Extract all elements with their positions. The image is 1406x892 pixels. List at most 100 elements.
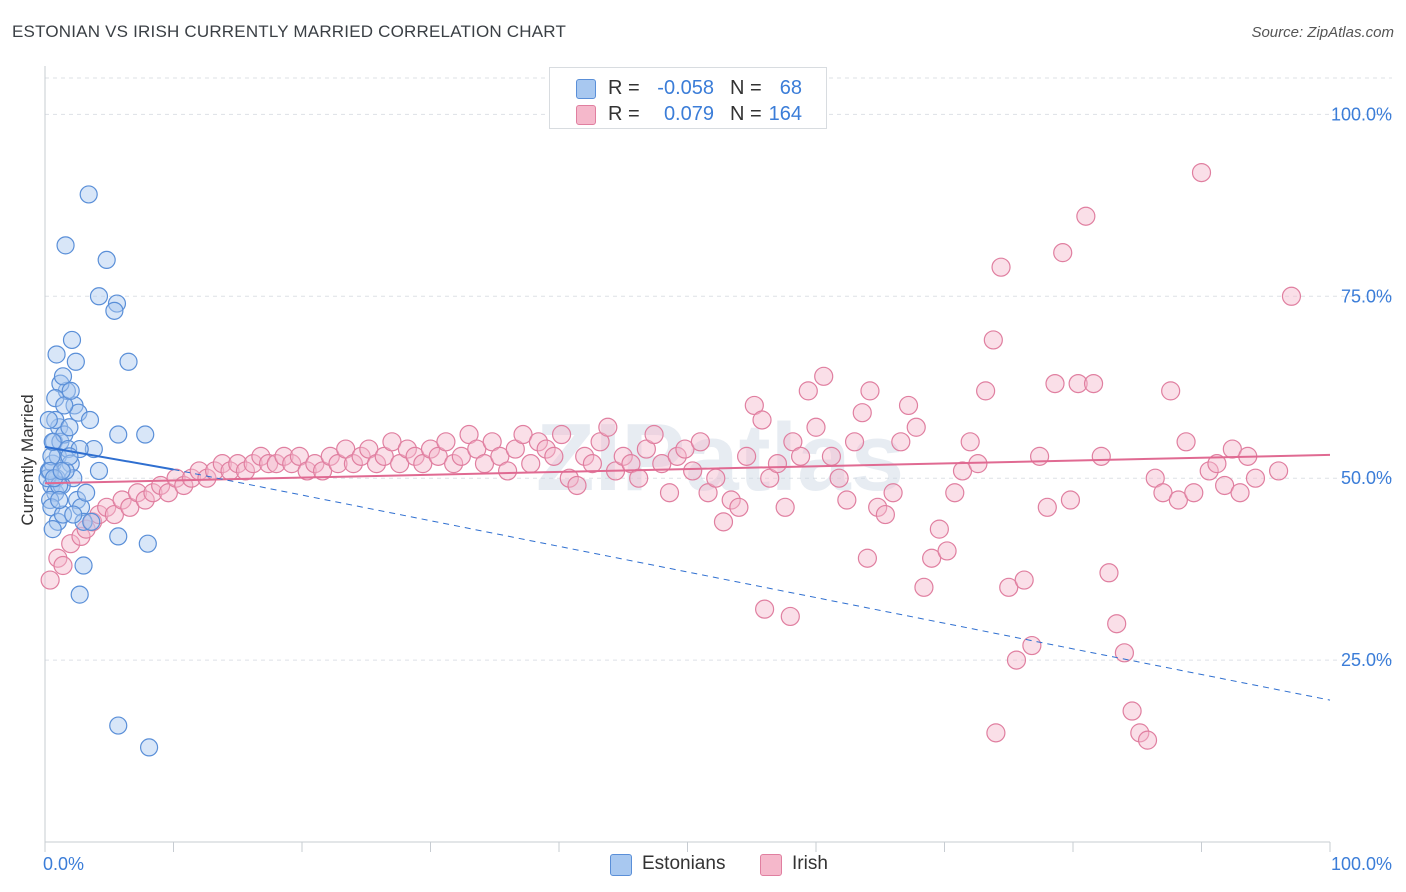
legend-r-label: R =	[608, 103, 640, 125]
estonians-point	[82, 512, 101, 531]
irish-point	[929, 519, 949, 539]
irish-point	[366, 454, 387, 474]
irish-point	[1215, 475, 1235, 496]
irish-point	[780, 606, 800, 627]
irish-point	[829, 468, 849, 488]
estonians-point	[109, 527, 128, 546]
irish-point	[1107, 614, 1127, 634]
estonians-point	[70, 585, 89, 604]
chart-source: Source: ZipAtlas.com	[1251, 24, 1394, 41]
estonians-point	[139, 738, 159, 757]
legend-r-value: 0.079	[663, 103, 714, 125]
irish-point	[891, 432, 911, 452]
irish-point	[713, 512, 734, 532]
estonians-point	[80, 410, 100, 430]
irish-point	[598, 417, 618, 437]
irish-point	[420, 439, 441, 459]
irish-point	[937, 541, 957, 561]
estonians-point	[97, 250, 116, 270]
irish-point	[528, 432, 549, 452]
estonians-point	[109, 425, 128, 444]
irish-point	[397, 439, 417, 459]
x-tick-label: 100.0%	[1331, 854, 1392, 874]
estonians-point	[52, 461, 71, 481]
irish-point	[143, 483, 163, 503]
irish-point	[814, 366, 834, 386]
irish-point	[706, 468, 726, 488]
estonians-point	[57, 381, 76, 400]
series-legend: Estonians Irish	[0, 850, 1406, 878]
irish-point	[986, 723, 1006, 743]
irish-point	[1137, 730, 1158, 750]
irish-point	[1207, 454, 1227, 474]
estonians-point	[62, 330, 82, 350]
irish-point	[629, 468, 649, 488]
irish-point	[451, 446, 471, 466]
irish-point	[575, 446, 595, 466]
irish-legend-icon	[760, 854, 782, 876]
estonians-point	[77, 483, 96, 502]
irish-point	[521, 454, 541, 474]
irish-point	[675, 439, 695, 459]
estonians-point	[105, 301, 124, 320]
irish-point	[243, 454, 263, 474]
irish-point	[737, 446, 757, 466]
irish-swatch-icon	[576, 105, 596, 125]
irish-point	[1006, 650, 1027, 670]
irish-point	[1230, 483, 1250, 503]
estonians-point	[119, 352, 138, 371]
irish-point	[320, 446, 340, 466]
irish-point	[513, 424, 533, 445]
irish-point	[898, 395, 919, 416]
legend-row-irish: R = 0.079 N = 164	[550, 101, 826, 127]
irish-point	[1281, 286, 1302, 306]
irish-point	[875, 504, 895, 525]
estonians-point	[136, 425, 155, 444]
irish-point	[852, 403, 872, 423]
irish-point	[1083, 374, 1104, 394]
irish-point	[1222, 439, 1242, 459]
irish-point	[767, 454, 788, 474]
irish-point	[1199, 461, 1219, 481]
irish-point	[1037, 497, 1057, 517]
irish-point	[667, 446, 687, 466]
irish-point	[266, 454, 286, 474]
estonians-point	[47, 345, 66, 364]
estonians-point	[61, 381, 80, 400]
irish-point	[1191, 162, 1212, 183]
irish-point	[1114, 643, 1135, 663]
y-tick-label: 100.0%	[1331, 104, 1392, 124]
estonians-point	[79, 185, 98, 204]
estonians-point	[66, 352, 85, 371]
irish-point	[351, 446, 371, 466]
irish-point	[258, 454, 279, 474]
irish-point	[40, 570, 60, 590]
irish-point	[1168, 490, 1188, 510]
irish-point	[436, 432, 456, 452]
irish-point	[883, 483, 903, 503]
estonians-point	[74, 512, 93, 531]
estonians-point	[43, 520, 62, 539]
irish-point	[1068, 374, 1088, 394]
irish-point	[559, 468, 579, 488]
estonians-trend-extension	[173, 468, 1331, 701]
estonians-points	[38, 185, 159, 757]
y-tick-label: 50.0%	[1341, 468, 1392, 488]
watermark: ZIPatlas	[536, 404, 904, 511]
tick-label-layer: 25.0% 50.0% 75.0% 100.0% 0.0% 100.0%	[43, 104, 1392, 874]
x-tick-label: 0.0%	[43, 854, 84, 874]
trend-layer	[44, 445, 1331, 701]
irish-point	[1176, 432, 1196, 452]
irish-point	[721, 490, 741, 510]
legend-n-label: N =	[730, 103, 762, 125]
irish-point	[860, 381, 880, 401]
irish-point	[906, 417, 926, 437]
irish-point	[135, 490, 155, 510]
irish-point	[837, 490, 857, 510]
irish-point	[798, 381, 818, 401]
irish-point	[991, 257, 1011, 277]
irish-point	[983, 330, 1003, 350]
irish-point	[166, 468, 186, 488]
estonians-trend-line	[44, 445, 174, 471]
irish-point	[976, 381, 996, 401]
